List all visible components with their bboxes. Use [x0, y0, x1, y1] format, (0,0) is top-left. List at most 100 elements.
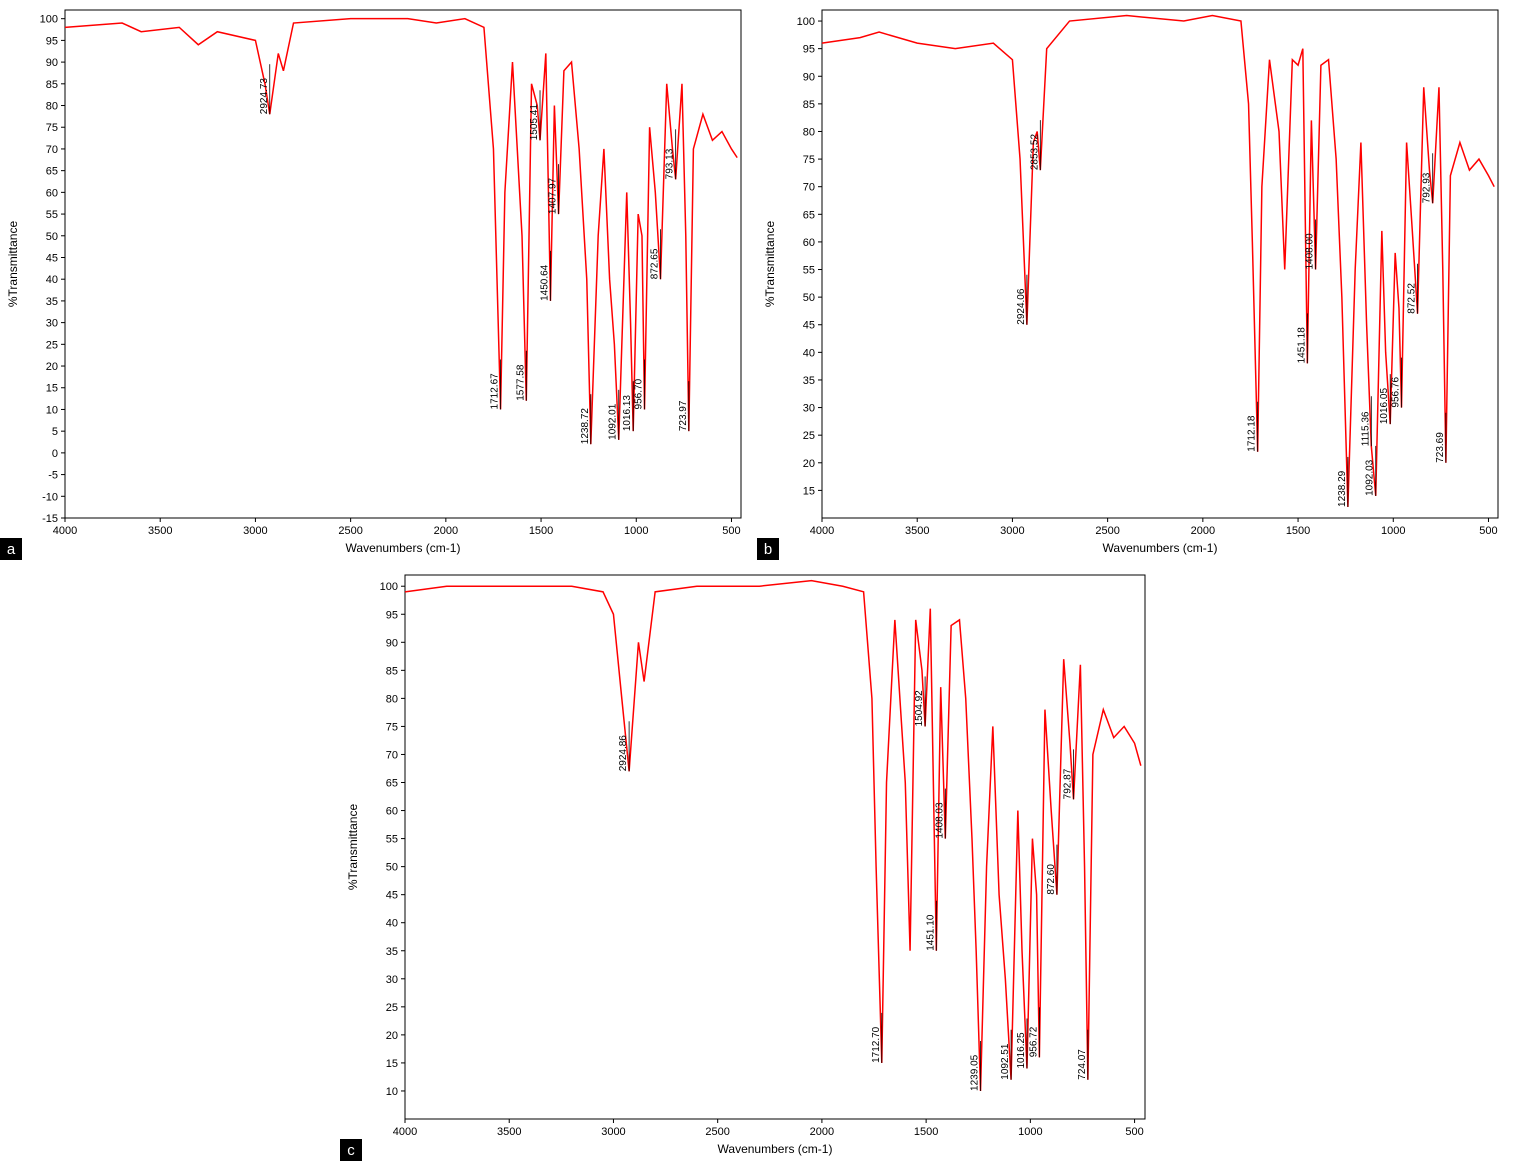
svg-text:792.87: 792.87 — [1063, 768, 1074, 799]
svg-text:500: 500 — [1125, 1126, 1143, 1138]
svg-text:90: 90 — [803, 71, 815, 83]
svg-text:95: 95 — [803, 44, 815, 56]
svg-text:2924.06: 2924.06 — [1016, 288, 1027, 325]
svg-text:1238.29: 1238.29 — [1337, 470, 1348, 507]
svg-text:956.76: 956.76 — [1391, 377, 1402, 408]
svg-text:45: 45 — [803, 320, 815, 332]
svg-text:%Transmittance: %Transmittance — [763, 221, 777, 308]
svg-text:956.70: 956.70 — [634, 378, 645, 409]
svg-text:2853.52: 2853.52 — [1029, 134, 1040, 171]
svg-text:1238.72: 1238.72 — [580, 408, 591, 445]
svg-text:10: 10 — [46, 404, 58, 416]
svg-text:2000: 2000 — [434, 525, 458, 537]
svg-text:-10: -10 — [42, 491, 58, 503]
svg-text:1712.67: 1712.67 — [490, 373, 501, 410]
svg-text:65: 65 — [386, 778, 398, 790]
svg-text:%Transmittance: %Transmittance — [6, 221, 20, 308]
svg-text:724.07: 724.07 — [1077, 1049, 1088, 1080]
svg-text:2924.73: 2924.73 — [259, 78, 270, 115]
corner-tag-a: a — [0, 538, 22, 560]
svg-text:3000: 3000 — [1000, 525, 1024, 537]
svg-text:1408.00: 1408.00 — [1305, 233, 1316, 270]
svg-text:1505.41: 1505.41 — [529, 104, 540, 141]
svg-text:35: 35 — [386, 946, 398, 958]
svg-text:100: 100 — [797, 16, 815, 28]
svg-text:3500: 3500 — [905, 525, 929, 537]
svg-text:1016.05: 1016.05 — [1379, 388, 1390, 425]
svg-text:20: 20 — [386, 1030, 398, 1042]
svg-text:1115.36: 1115.36 — [1360, 411, 1371, 446]
svg-text:2924.86: 2924.86 — [618, 735, 629, 772]
svg-text:65: 65 — [803, 209, 815, 221]
svg-text:55: 55 — [46, 209, 58, 221]
svg-text:100: 100 — [40, 14, 58, 26]
svg-text:1016.13: 1016.13 — [622, 395, 633, 432]
svg-text:1451.10: 1451.10 — [925, 914, 936, 951]
svg-text:75: 75 — [803, 154, 815, 166]
svg-text:0: 0 — [52, 448, 58, 460]
svg-text:3500: 3500 — [497, 1126, 521, 1138]
svg-text:55: 55 — [803, 265, 815, 277]
svg-text:3000: 3000 — [243, 525, 267, 537]
svg-text:20: 20 — [46, 361, 58, 373]
svg-text:4000: 4000 — [53, 525, 77, 537]
svg-text:1712.70: 1712.70 — [871, 1026, 882, 1063]
corner-tag-c: c — [340, 1139, 362, 1161]
svg-text:1000: 1000 — [1381, 525, 1405, 537]
svg-text:2000: 2000 — [1191, 525, 1215, 537]
svg-text:90: 90 — [386, 637, 398, 649]
svg-text:723.69: 723.69 — [1435, 432, 1446, 463]
svg-text:45: 45 — [46, 252, 58, 264]
svg-text:55: 55 — [386, 834, 398, 846]
svg-text:60: 60 — [46, 187, 58, 199]
svg-text:1500: 1500 — [529, 525, 553, 537]
svg-text:1500: 1500 — [1286, 525, 1310, 537]
svg-text:30: 30 — [46, 318, 58, 330]
svg-text:45: 45 — [386, 890, 398, 902]
svg-text:1016.25: 1016.25 — [1016, 1032, 1027, 1069]
svg-text:25: 25 — [386, 1002, 398, 1014]
svg-text:85: 85 — [46, 79, 58, 91]
svg-text:1092.51: 1092.51 — [1000, 1043, 1011, 1080]
svg-text:95: 95 — [386, 609, 398, 621]
svg-text:4000: 4000 — [393, 1126, 417, 1138]
svg-text:75: 75 — [386, 721, 398, 733]
svg-text:1000: 1000 — [624, 525, 648, 537]
svg-text:1000: 1000 — [1018, 1126, 1042, 1138]
svg-text:70: 70 — [386, 749, 398, 761]
svg-text:70: 70 — [803, 182, 815, 194]
svg-text:40: 40 — [386, 918, 398, 930]
svg-text:1451.18: 1451.18 — [1296, 327, 1307, 364]
svg-text:65: 65 — [46, 166, 58, 178]
svg-text:3500: 3500 — [148, 525, 172, 537]
svg-text:1407.97: 1407.97 — [548, 177, 559, 214]
svg-text:%Transmittance: %Transmittance — [346, 804, 360, 891]
svg-text:35: 35 — [803, 375, 815, 387]
svg-text:3000: 3000 — [601, 1126, 625, 1138]
spectrum-c: 1009590858075706560555045403530252015104… — [340, 565, 1160, 1161]
corner-tag-b: b — [757, 538, 779, 560]
panel-b: 1009590858075706560555045403530252015400… — [757, 0, 1513, 560]
svg-text:2000: 2000 — [810, 1126, 834, 1138]
spectrum-b: 1009590858075706560555045403530252015400… — [757, 0, 1513, 560]
svg-text:95: 95 — [46, 35, 58, 47]
svg-text:1450.64: 1450.64 — [539, 264, 550, 301]
svg-text:80: 80 — [46, 101, 58, 113]
page: 1009590858075706560555045403530252015105… — [0, 0, 1513, 1163]
svg-text:1712.18: 1712.18 — [1247, 415, 1258, 452]
svg-text:100: 100 — [380, 581, 398, 593]
svg-text:872.52: 872.52 — [1407, 283, 1418, 314]
svg-text:50: 50 — [803, 292, 815, 304]
svg-text:1092.03: 1092.03 — [1365, 459, 1376, 496]
svg-text:80: 80 — [386, 693, 398, 705]
svg-text:50: 50 — [386, 862, 398, 874]
svg-text:25: 25 — [46, 339, 58, 351]
svg-text:793.13: 793.13 — [665, 148, 676, 179]
spectrum-a: 1009590858075706560555045403530252015105… — [0, 0, 756, 560]
svg-text:1092.01: 1092.01 — [608, 403, 619, 440]
svg-text:Wavenumbers (cm-1): Wavenumbers (cm-1) — [346, 541, 461, 555]
svg-text:90: 90 — [46, 57, 58, 69]
svg-text:35: 35 — [46, 296, 58, 308]
svg-text:1504.92: 1504.92 — [914, 690, 925, 727]
svg-text:Wavenumbers (cm-1): Wavenumbers (cm-1) — [718, 1142, 833, 1156]
